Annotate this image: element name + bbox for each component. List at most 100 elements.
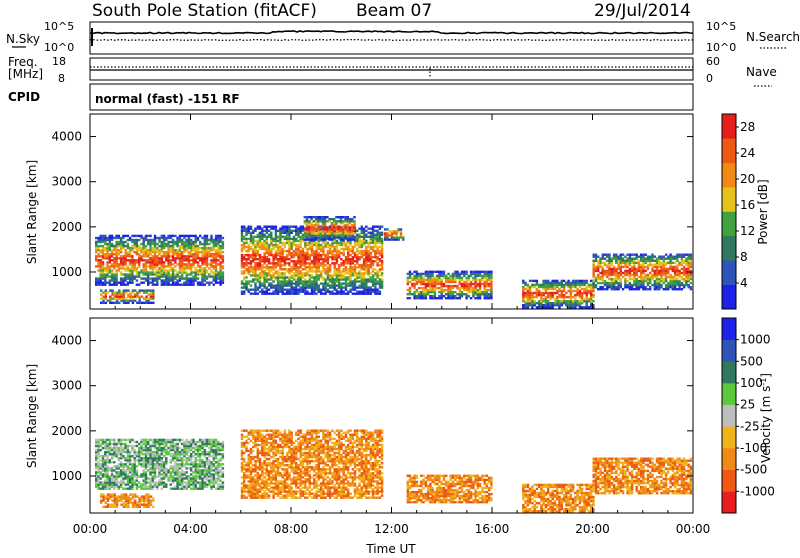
echo-cell bbox=[241, 230, 243, 232]
echo-cell bbox=[611, 286, 613, 288]
echo-cell bbox=[122, 479, 124, 481]
echo-cell bbox=[349, 258, 351, 260]
echo-cell bbox=[356, 230, 358, 232]
nsky-panel-frame bbox=[90, 22, 693, 54]
echo-cell bbox=[309, 293, 311, 295]
echo-cell bbox=[95, 449, 97, 451]
echo-cell bbox=[379, 226, 381, 228]
echo-cell bbox=[365, 282, 367, 284]
echo-cell bbox=[241, 291, 243, 293]
echo-cell bbox=[111, 249, 113, 251]
echo-cell bbox=[176, 275, 178, 277]
echo-cell bbox=[452, 293, 454, 295]
echo-cell bbox=[124, 473, 126, 475]
echo-cell bbox=[313, 276, 315, 278]
echo-cell bbox=[367, 250, 369, 252]
echo-cell bbox=[97, 475, 99, 477]
echo-cell bbox=[549, 282, 551, 284]
echo-cell bbox=[102, 465, 104, 467]
echo-cell bbox=[279, 246, 281, 248]
echo-cell bbox=[425, 293, 427, 295]
echo-cell bbox=[649, 272, 651, 274]
echo-cell bbox=[367, 270, 369, 272]
echo-cell bbox=[320, 256, 322, 258]
echo-cell bbox=[416, 279, 418, 281]
echo-cell bbox=[104, 269, 106, 271]
echo-cell bbox=[192, 271, 194, 273]
echo-cell bbox=[186, 263, 188, 265]
echo-cell bbox=[127, 293, 129, 295]
echo-cell bbox=[201, 275, 203, 277]
echo-cell bbox=[672, 262, 674, 264]
echo-cell bbox=[104, 275, 106, 277]
echo-cell bbox=[102, 261, 104, 263]
echo-cell bbox=[642, 272, 644, 274]
echo-cell bbox=[351, 226, 353, 228]
echo-cell bbox=[660, 284, 662, 286]
echo-cell bbox=[302, 276, 304, 278]
echo-cell bbox=[450, 293, 452, 295]
echo-cell bbox=[561, 286, 563, 288]
echo-cell bbox=[245, 254, 247, 256]
echo-cell bbox=[188, 237, 190, 239]
echo-cell bbox=[411, 285, 413, 287]
echo-cell bbox=[100, 269, 102, 271]
echo-cell bbox=[113, 249, 115, 251]
echo-cell bbox=[400, 228, 402, 230]
echo-cell bbox=[367, 242, 369, 244]
echo-cell bbox=[95, 237, 97, 239]
echo-cell bbox=[282, 230, 284, 232]
echo-cell bbox=[393, 236, 395, 238]
echo-cell bbox=[343, 248, 345, 250]
echo-cell bbox=[356, 254, 358, 256]
echo-cell bbox=[315, 293, 317, 295]
echo-cell bbox=[122, 455, 124, 457]
echo-cell bbox=[111, 237, 113, 239]
echo-cell bbox=[309, 256, 311, 258]
echo-cell bbox=[543, 280, 545, 282]
echo-cell bbox=[147, 453, 149, 455]
beam-title: Beam 07 bbox=[356, 1, 432, 21]
echo-cell bbox=[254, 228, 256, 230]
echo-cell bbox=[132, 302, 134, 304]
echo-cell bbox=[111, 243, 113, 245]
echo-cell bbox=[109, 453, 111, 455]
echo-cell bbox=[154, 237, 156, 239]
echo-cell bbox=[367, 289, 369, 291]
echo-cell bbox=[604, 258, 606, 260]
cpid-label: CPID bbox=[8, 90, 40, 104]
echo-cell bbox=[574, 294, 576, 296]
echo-cell bbox=[534, 292, 536, 294]
echo-cell bbox=[279, 282, 281, 284]
echo-cell bbox=[282, 226, 284, 228]
echo-cell bbox=[186, 282, 188, 284]
echo-cell bbox=[206, 235, 208, 237]
echo-cell bbox=[138, 481, 140, 483]
echo-cell bbox=[140, 441, 142, 443]
echo-cell bbox=[311, 280, 313, 282]
echo-cell bbox=[134, 441, 136, 443]
echo-cell bbox=[336, 268, 338, 270]
echo-cell bbox=[143, 459, 145, 461]
echo-cell bbox=[608, 272, 610, 274]
echo-cell bbox=[622, 266, 624, 268]
echo-cell bbox=[538, 290, 540, 292]
echo-cell bbox=[158, 269, 160, 271]
echo-cell bbox=[148, 298, 150, 300]
echo-cell bbox=[115, 473, 117, 475]
echo-cell bbox=[358, 250, 360, 252]
echo-cell bbox=[149, 447, 151, 449]
echo-cell bbox=[102, 245, 104, 247]
echo-cell bbox=[286, 276, 288, 278]
echo-cell bbox=[324, 230, 326, 232]
echo-cell bbox=[109, 275, 111, 277]
echo-cell bbox=[376, 276, 378, 278]
echo-cell bbox=[206, 261, 208, 263]
echo-cell bbox=[165, 282, 167, 284]
echo-cell bbox=[261, 289, 263, 291]
echo-cell bbox=[272, 272, 274, 274]
echo-cell bbox=[356, 234, 358, 236]
echo-cell bbox=[658, 266, 660, 268]
echo-cell bbox=[113, 261, 115, 263]
echo-cell bbox=[97, 255, 99, 257]
